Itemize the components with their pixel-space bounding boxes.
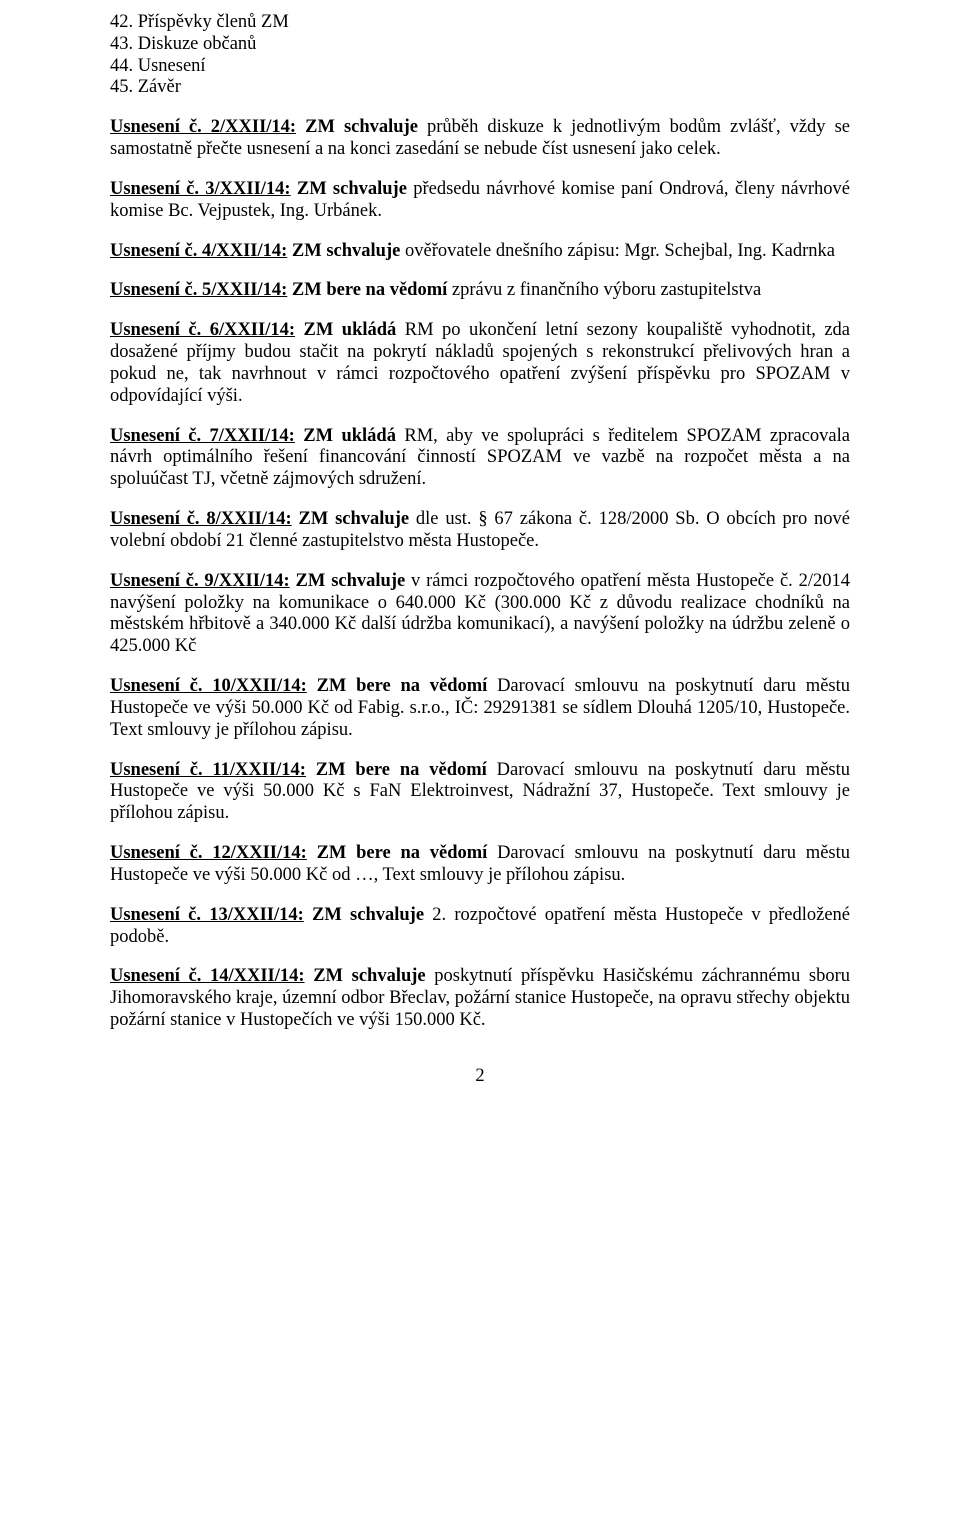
agenda-item: 43. Diskuze občanů bbox=[110, 34, 850, 56]
resolution-paragraph: Usnesení č. 5/XXII/14: ZM bere na vědomí… bbox=[110, 280, 850, 302]
resolution-action: ZM ukládá bbox=[295, 426, 396, 446]
resolution-action: ZM schvaluje bbox=[290, 571, 405, 591]
agenda-item: 45. Závěr bbox=[110, 77, 850, 99]
resolution-title: Usnesení č. 14/XXII/14: bbox=[110, 966, 305, 986]
agenda-list: 42. Příspěvky členů ZM 43. Diskuze občan… bbox=[110, 12, 850, 99]
resolution-action: ZM schvaluje bbox=[291, 179, 407, 199]
resolution-title: Usnesení č. 4/XXII/14: bbox=[110, 241, 287, 261]
resolution-paragraph: Usnesení č. 6/XXII/14: ZM ukládá RM po u… bbox=[110, 320, 850, 407]
resolution-paragraph: Usnesení č. 9/XXII/14: ZM schvaluje v rá… bbox=[110, 571, 850, 658]
resolution-action: ZM bere na vědomí bbox=[306, 760, 487, 780]
resolution-paragraph: Usnesení č. 4/XXII/14: ZM schvaluje ověř… bbox=[110, 241, 850, 263]
resolution-title: Usnesení č. 6/XXII/14: bbox=[110, 320, 295, 340]
resolution-paragraph: Usnesení č. 2/XXII/14: ZM schvaluje průb… bbox=[110, 117, 850, 161]
resolution-body: ověřovatele dnešního zápisu: Mgr. Schejb… bbox=[400, 241, 835, 261]
agenda-item: 42. Příspěvky členů ZM bbox=[110, 12, 850, 34]
resolution-title: Usnesení č. 5/XXII/14: bbox=[110, 280, 287, 300]
resolution-paragraph: Usnesení č. 14/XXII/14: ZM schvaluje pos… bbox=[110, 966, 850, 1031]
resolution-action: ZM schvaluje bbox=[305, 966, 426, 986]
resolution-paragraph: Usnesení č. 8/XXII/14: ZM schvaluje dle … bbox=[110, 509, 850, 553]
resolution-title: Usnesení č. 8/XXII/14: bbox=[110, 509, 292, 529]
resolution-action: ZM ukládá bbox=[295, 320, 396, 340]
resolution-paragraph: Usnesení č. 10/XXII/14: ZM bere na vědom… bbox=[110, 676, 850, 741]
resolution-body: zprávu z finančního výboru zastupitelstv… bbox=[447, 280, 761, 300]
resolution-paragraph: Usnesení č. 12/XXII/14: ZM bere na vědom… bbox=[110, 843, 850, 887]
resolution-action: ZM bere na vědomí bbox=[287, 280, 447, 300]
resolution-action: ZM bere na vědomí bbox=[307, 676, 488, 696]
resolution-paragraph: Usnesení č. 11/XXII/14: ZM bere na vědom… bbox=[110, 760, 850, 825]
resolution-title: Usnesení č. 7/XXII/14: bbox=[110, 426, 295, 446]
resolution-action: ZM schvaluje bbox=[287, 241, 400, 261]
resolution-title: Usnesení č. 10/XXII/14: bbox=[110, 676, 307, 696]
resolution-action: ZM bere na vědomí bbox=[307, 843, 488, 863]
agenda-item: 44. Usnesení bbox=[110, 56, 850, 78]
resolution-action: ZM schvaluje bbox=[292, 509, 409, 529]
resolution-title: Usnesení č. 2/XXII/14: bbox=[110, 117, 296, 137]
resolution-action: ZM schvaluje bbox=[304, 905, 424, 925]
resolution-title: Usnesení č. 13/XXII/14: bbox=[110, 905, 304, 925]
resolution-title: Usnesení č. 3/XXII/14: bbox=[110, 179, 291, 199]
resolution-paragraph: Usnesení č. 13/XXII/14: ZM schvaluje 2. … bbox=[110, 905, 850, 949]
resolution-title: Usnesení č. 11/XXII/14: bbox=[110, 760, 306, 780]
resolution-action: ZM schvaluje bbox=[296, 117, 418, 137]
document-page: 42. Příspěvky členů ZM 43. Diskuze občan… bbox=[0, 0, 960, 1118]
resolution-paragraph: Usnesení č. 7/XXII/14: ZM ukládá RM, aby… bbox=[110, 426, 850, 491]
resolution-title: Usnesení č. 9/XXII/14: bbox=[110, 571, 290, 591]
resolution-paragraph: Usnesení č. 3/XXII/14: ZM schvaluje před… bbox=[110, 179, 850, 223]
resolution-title: Usnesení č. 12/XXII/14: bbox=[110, 843, 307, 863]
page-number: 2 bbox=[110, 1066, 850, 1088]
